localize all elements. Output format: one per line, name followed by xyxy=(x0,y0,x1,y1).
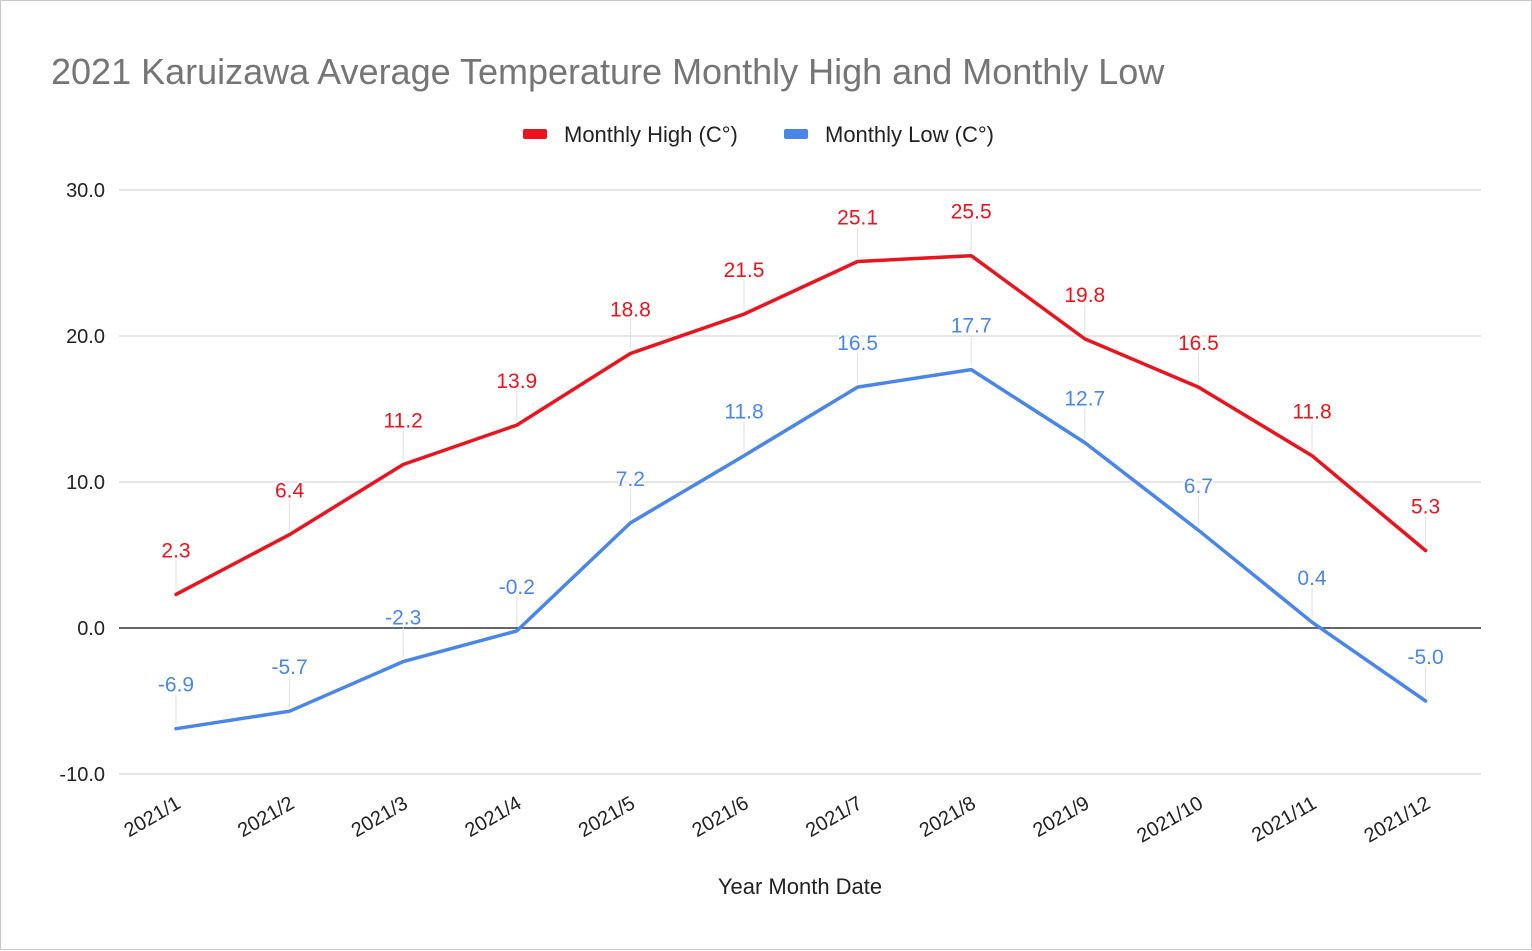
y-tick-label: 0.0 xyxy=(77,618,105,640)
legend-swatch-low xyxy=(784,129,808,139)
x-tick-label: 2021/12 xyxy=(1360,792,1434,847)
x-tick-label: 2021/3 xyxy=(348,792,412,842)
data-label: 18.8 xyxy=(610,299,651,322)
data-label: -2.3 xyxy=(385,607,421,630)
legend-item-high[interactable]: Monthly High (C°) xyxy=(523,122,738,147)
legend: Monthly High (C°) Monthly Low (C°) xyxy=(523,122,994,147)
legend-label-high: Monthly High (C°) xyxy=(564,122,738,147)
y-axis-ticks: 30.0 20.0 10.0 0.0 -10.0 xyxy=(59,180,105,786)
chart-title: 2021 Karuizawa Average Temperature Month… xyxy=(51,51,1165,92)
x-axis-title: Year Month Date xyxy=(718,874,882,899)
data-label: 11.8 xyxy=(1292,401,1331,424)
data-label: 7.2 xyxy=(616,468,645,491)
data-label: 16.5 xyxy=(837,332,878,355)
data-labels: 2.3 6.4 11.2 13.9 18.8 21.5 25.1 25.5 19.8 16.5 11… xyxy=(156,199,1446,725)
legend-swatch-high xyxy=(523,129,547,139)
y-tick-label: 10.0 xyxy=(66,472,105,494)
x-tick-label: 2021/9 xyxy=(1029,792,1093,842)
series-lines xyxy=(174,253,1428,731)
x-tick-label: 2021/7 xyxy=(802,792,866,842)
legend-item-low[interactable]: Monthly Low (C°) xyxy=(784,122,994,147)
x-tick-label: 2021/5 xyxy=(575,792,639,842)
data-label: 6.7 xyxy=(1184,475,1213,498)
data-label: 13.9 xyxy=(496,370,537,393)
data-label: -0.2 xyxy=(499,576,535,599)
series-line-low xyxy=(174,367,1428,731)
y-tick-label: 20.0 xyxy=(66,326,105,348)
y-tick-label: -10.0 xyxy=(59,764,105,786)
data-label: 16.5 xyxy=(1178,332,1219,355)
x-tick-label: 2021/10 xyxy=(1133,792,1207,847)
data-label: 17.7 xyxy=(951,315,992,338)
x-tick-label: 2021/4 xyxy=(461,792,525,842)
data-label: 2.3 xyxy=(161,539,190,562)
data-label: 6.4 xyxy=(275,480,305,503)
x-tick-label: 2021/6 xyxy=(689,792,753,842)
data-label: -6.9 xyxy=(158,674,194,697)
x-tick-label: 2021/2 xyxy=(234,792,298,842)
legend-label-low: Monthly Low (C°) xyxy=(825,122,994,147)
x-tick-label: 2021/8 xyxy=(916,792,980,842)
data-label: -5.7 xyxy=(272,656,308,679)
series-line-high xyxy=(174,253,1428,597)
data-label: 25.5 xyxy=(951,201,992,224)
data-label: 5.3 xyxy=(1411,496,1440,519)
y-tick-label: 30.0 xyxy=(66,180,105,202)
data-label: 21.5 xyxy=(724,259,765,282)
x-tick-label: 2021/11 xyxy=(1248,792,1320,846)
data-label: 11.8 xyxy=(724,401,763,424)
data-label: 19.8 xyxy=(1064,284,1105,307)
data-label: -5.0 xyxy=(1408,646,1444,669)
data-label: 11.2 xyxy=(384,409,423,432)
x-axis-ticks: 2021/1 2021/2 2021/3 2021/4 2021/5 2021/6 2021… xyxy=(121,792,1435,847)
data-label: 25.1 xyxy=(837,207,878,230)
gridlines xyxy=(119,189,1481,775)
data-label: 0.4 xyxy=(1297,567,1327,590)
x-tick-label: 2021/1 xyxy=(121,792,185,842)
data-label: 12.7 xyxy=(1064,388,1105,411)
